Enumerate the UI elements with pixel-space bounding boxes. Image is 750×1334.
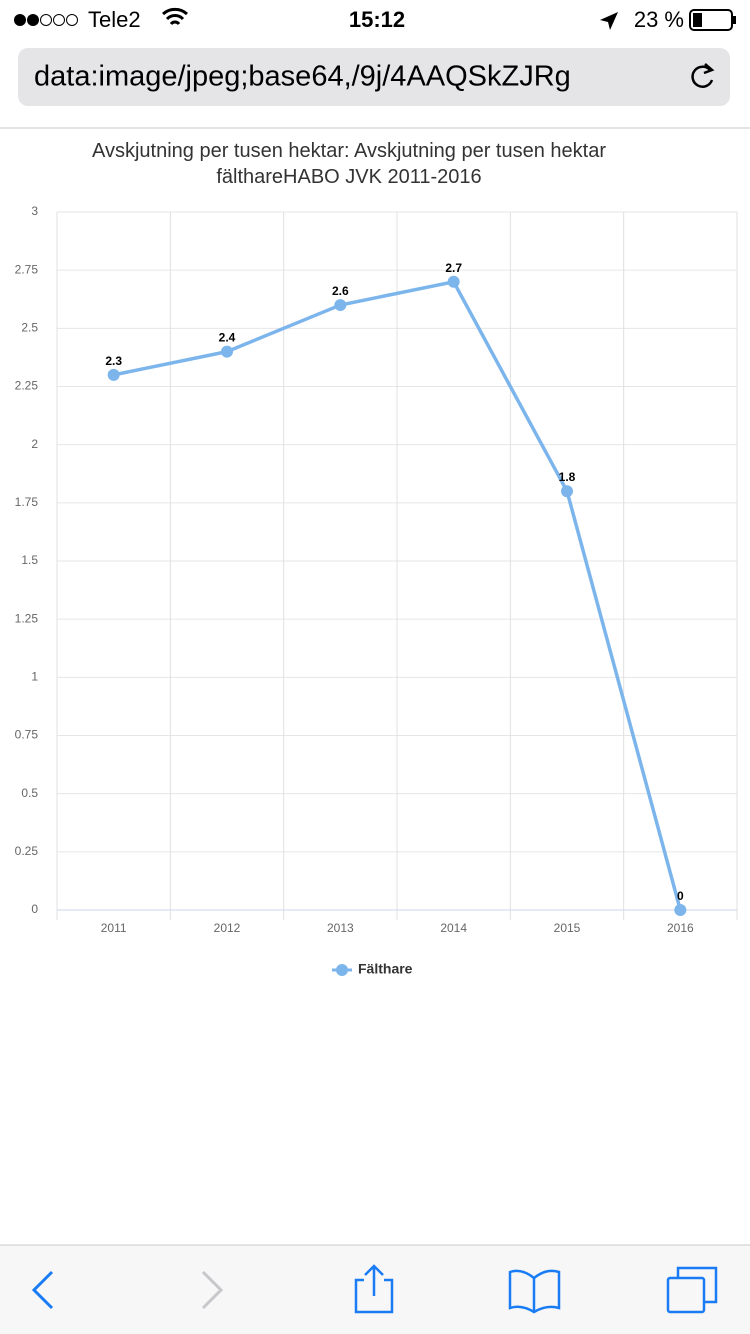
y-tick-label: 0 xyxy=(31,902,38,916)
data-point xyxy=(561,485,573,498)
data-label: 1.8 xyxy=(559,470,576,484)
forward-button[interactable] xyxy=(201,1270,224,1310)
data-label: 2.6 xyxy=(332,284,349,298)
y-tick-label: 2.5 xyxy=(21,321,38,335)
y-tick-label: 1.5 xyxy=(21,553,38,567)
tabs-back xyxy=(676,1266,718,1304)
legend-label: Fälthare xyxy=(358,961,413,977)
battery-percent: 23 % xyxy=(634,7,684,32)
data-label: 0 xyxy=(677,889,684,903)
y-tick-label: 2 xyxy=(31,437,38,451)
reload-arrow xyxy=(703,63,715,75)
tabs-button[interactable] xyxy=(666,1276,706,1314)
x-tick-label: 2012 xyxy=(214,921,241,935)
y-tick-label: 0.5 xyxy=(21,786,38,800)
series-line xyxy=(113,280,683,911)
reload-icon[interactable] xyxy=(691,65,714,88)
y-tick-label: 2.25 xyxy=(15,379,39,393)
data-point xyxy=(334,299,347,312)
data-point xyxy=(221,345,233,358)
data-label: 2.7 xyxy=(445,261,462,275)
x-tick-label: 2013 xyxy=(327,921,354,935)
bookmarks-button[interactable] xyxy=(508,1269,561,1314)
y-tick-label: 1.75 xyxy=(15,495,39,509)
x-tick-label: 2015 xyxy=(554,921,581,935)
url-text[interactable]: data:image/jpeg;base64,/9j/4AAQSkZJRg xyxy=(34,61,571,93)
signal-dot xyxy=(40,14,52,26)
data-point xyxy=(107,368,120,381)
battery-level xyxy=(693,13,702,27)
battery-icon xyxy=(689,9,733,31)
y-tick-label: 1.25 xyxy=(15,611,39,625)
location-icon xyxy=(600,12,618,30)
legend-marker xyxy=(336,964,348,976)
data-label: 2.4 xyxy=(219,331,236,345)
back-button[interactable] xyxy=(31,1270,54,1310)
carrier: Tele2 xyxy=(88,7,141,32)
signal-dot xyxy=(27,14,39,26)
x-tick-label: 2014 xyxy=(440,921,467,935)
y-tick-label: 0.75 xyxy=(15,728,39,742)
signal-dot xyxy=(53,14,65,26)
data-label: 2.3 xyxy=(105,354,122,368)
data-point xyxy=(447,275,460,288)
y-tick-label: 0.25 xyxy=(15,844,39,858)
x-tick-label: 2016 xyxy=(667,921,694,935)
y-tick-label: 2.75 xyxy=(15,262,39,276)
data-point xyxy=(674,904,687,916)
y-tick-label: 1 xyxy=(31,670,38,684)
clock: 15:12 xyxy=(349,7,405,32)
address-bar[interactable] xyxy=(18,48,730,106)
y-tick-label: 3 xyxy=(31,204,38,218)
share-button[interactable] xyxy=(354,1264,394,1314)
x-tick-label: 2011 xyxy=(101,921,127,935)
wifi-icon xyxy=(162,7,188,26)
signal-dot xyxy=(14,14,26,26)
chart-title: Avskjutning per tusen hektar: Avskjutnin… xyxy=(91,140,606,188)
signal-dot xyxy=(66,14,78,26)
battery-tip xyxy=(733,16,736,24)
